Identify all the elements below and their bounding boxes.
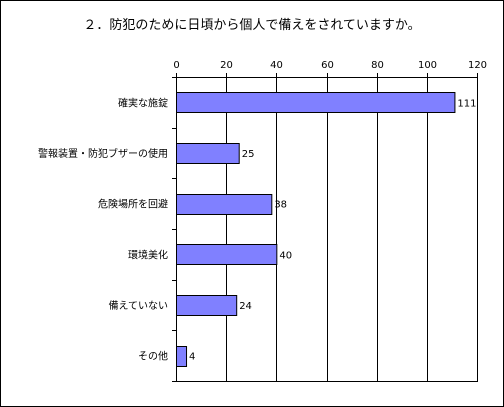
category-label: 備えていない (109, 299, 169, 312)
plot-area-border (176, 77, 478, 382)
bar (176, 92, 456, 113)
category-label: 確実な施錠 (118, 96, 168, 109)
data-label: 38 (274, 200, 287, 211)
data-label: 24 (239, 301, 252, 312)
data-label: 40 (279, 250, 292, 261)
x-tick-label: 40 (270, 60, 283, 71)
chart-title: ２．防犯のために日頃から個人で備えをされていますか。 (83, 18, 421, 33)
bar (176, 295, 238, 316)
x-tick-label: 20 (220, 60, 233, 71)
x-tick-label: 100 (418, 60, 437, 71)
category-label: その他 (138, 350, 168, 363)
x-tick-label: 0 (173, 60, 179, 71)
data-label: 111 (457, 98, 476, 109)
category-label: 環境美化 (128, 248, 168, 261)
bar (176, 143, 240, 164)
data-label: 25 (242, 149, 255, 160)
category-label: 警報装置・防犯ブザーの使用 (38, 147, 168, 160)
bar (176, 194, 273, 215)
bar (176, 346, 188, 367)
data-label: 4 (189, 352, 195, 363)
x-tick-label: 120 (468, 60, 487, 71)
bar (176, 244, 278, 265)
category-label: 危険場所を回避 (98, 198, 168, 211)
x-tick-label: 60 (321, 60, 334, 71)
x-tick-label: 80 (371, 60, 384, 71)
